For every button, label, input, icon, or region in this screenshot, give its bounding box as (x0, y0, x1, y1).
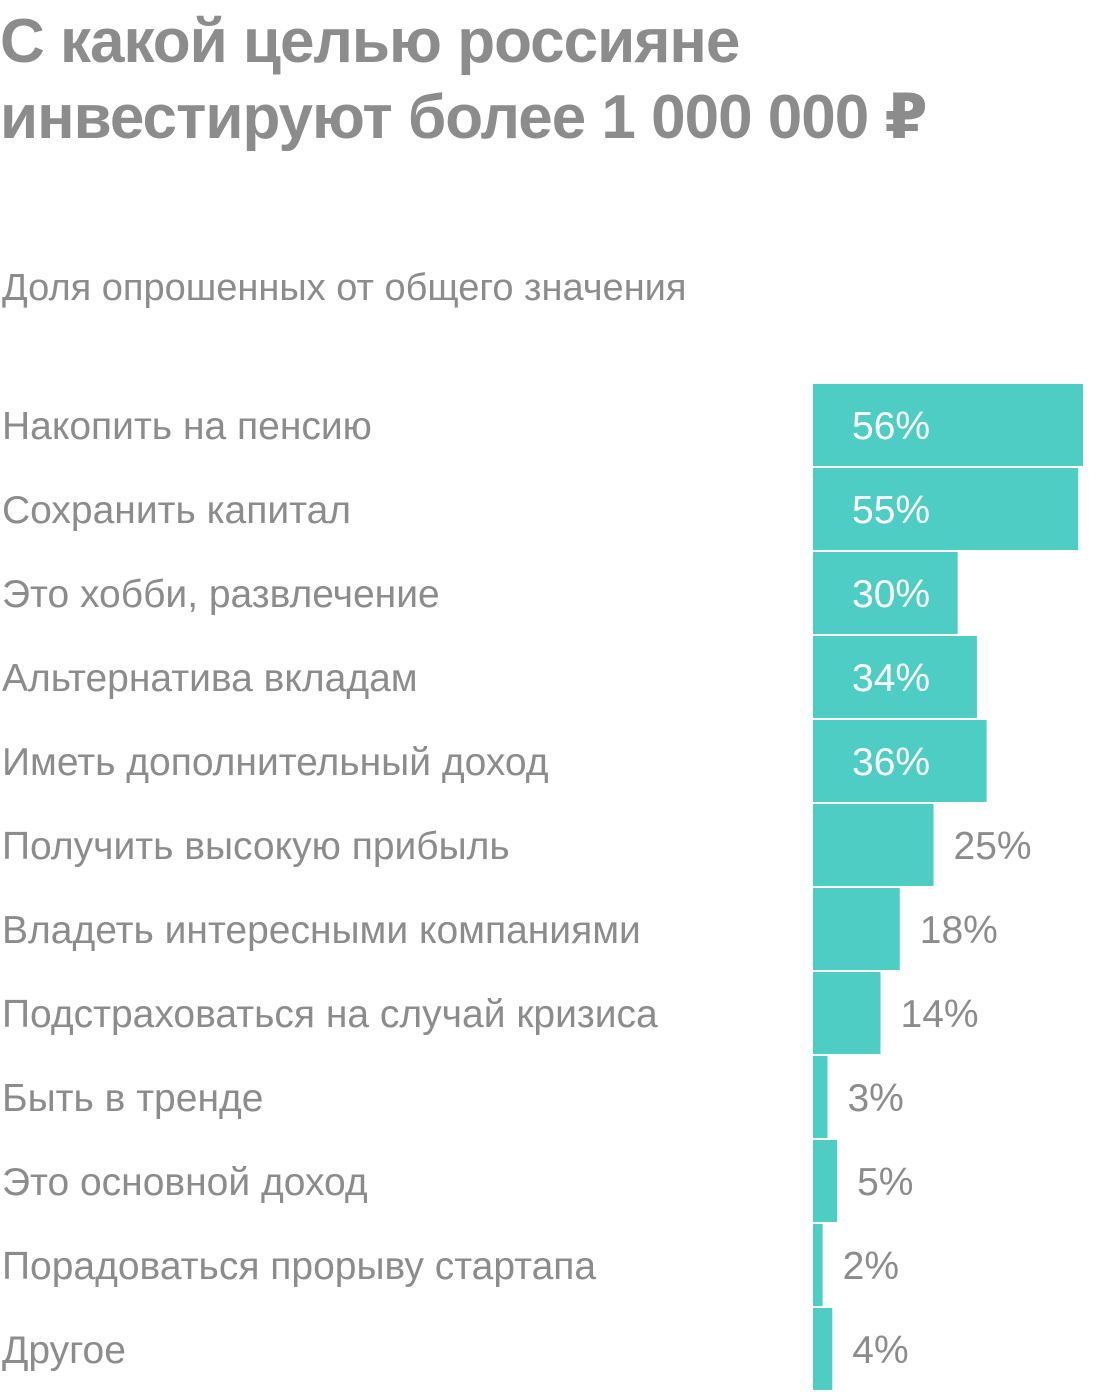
bar-row: Получить высокую прибыль 25% (2, 804, 1032, 886)
value-label: 36% (852, 741, 930, 784)
category-label: Порадоваться прорыву стартапа (2, 1245, 596, 1288)
bar (813, 468, 1079, 550)
bar-row: Это основной доход 5% (2, 1140, 913, 1222)
bar (813, 972, 881, 1054)
value-label: 55% (852, 489, 930, 532)
bar (813, 1308, 833, 1390)
category-label: Это хобби, развлечение (2, 573, 440, 616)
bar-row: Накопить на пенсию 56% (2, 384, 1083, 466)
category-label: Подстраховаться на случай кризиса (2, 993, 658, 1036)
category-label: Владеть интересными компаниями (2, 909, 641, 952)
value-label: 56% (852, 405, 930, 448)
value-label: 14% (901, 993, 979, 1036)
category-label: Быть в тренде (2, 1077, 263, 1120)
value-label: 2% (843, 1245, 899, 1288)
bar (813, 1140, 838, 1222)
value-label: 18% (920, 909, 998, 952)
value-label: 5% (857, 1161, 913, 1204)
value-label: 25% (954, 825, 1032, 868)
chart-subtitle: Доля опрошенных от общего значения (2, 267, 687, 309)
bar-row: Сохранить капитал 55% (2, 468, 1079, 550)
bar (813, 1224, 823, 1306)
category-label: Иметь дополнительный доход (2, 741, 549, 784)
bar (813, 804, 934, 886)
bar (813, 636, 977, 718)
bar-row: Быть в тренде 3% (2, 1056, 904, 1138)
category-label: Альтернатива вкладам (2, 657, 418, 700)
bar-row: Другое 4% (2, 1308, 909, 1390)
value-label: 34% (852, 657, 930, 700)
bar-row: Это хобби, развлечение 30% (2, 552, 958, 634)
category-label: Другое (2, 1329, 126, 1372)
bar-rows: Накопить на пенсию 56% Сохранить капитал 55… (2, 384, 1083, 1390)
value-label: 3% (847, 1077, 903, 1120)
bar (813, 888, 900, 970)
category-label: Накопить на пенсию (2, 405, 372, 448)
bar-row: Порадоваться прорыву стартапа 2% (2, 1224, 899, 1306)
bar-row: Альтернатива вкладам 34% (2, 636, 977, 718)
chart-title: С какой целью россияне инвестируют более… (0, 7, 928, 152)
bar (813, 720, 987, 802)
bar (813, 552, 958, 634)
bar-row: Владеть интересными компаниями 18% (2, 888, 998, 970)
category-label: Сохранить капитал (2, 489, 351, 532)
value-label: 30% (852, 573, 930, 616)
bar (813, 384, 1083, 466)
bar (813, 1056, 828, 1138)
category-label: Получить высокую прибыль (2, 825, 510, 868)
value-label: 4% (852, 1329, 908, 1372)
bar-row: Иметь дополнительный доход 36% (2, 720, 987, 802)
bar-row: Подстраховаться на случай кризиса 14% (2, 972, 979, 1054)
category-label: Это основной доход (2, 1161, 368, 1204)
